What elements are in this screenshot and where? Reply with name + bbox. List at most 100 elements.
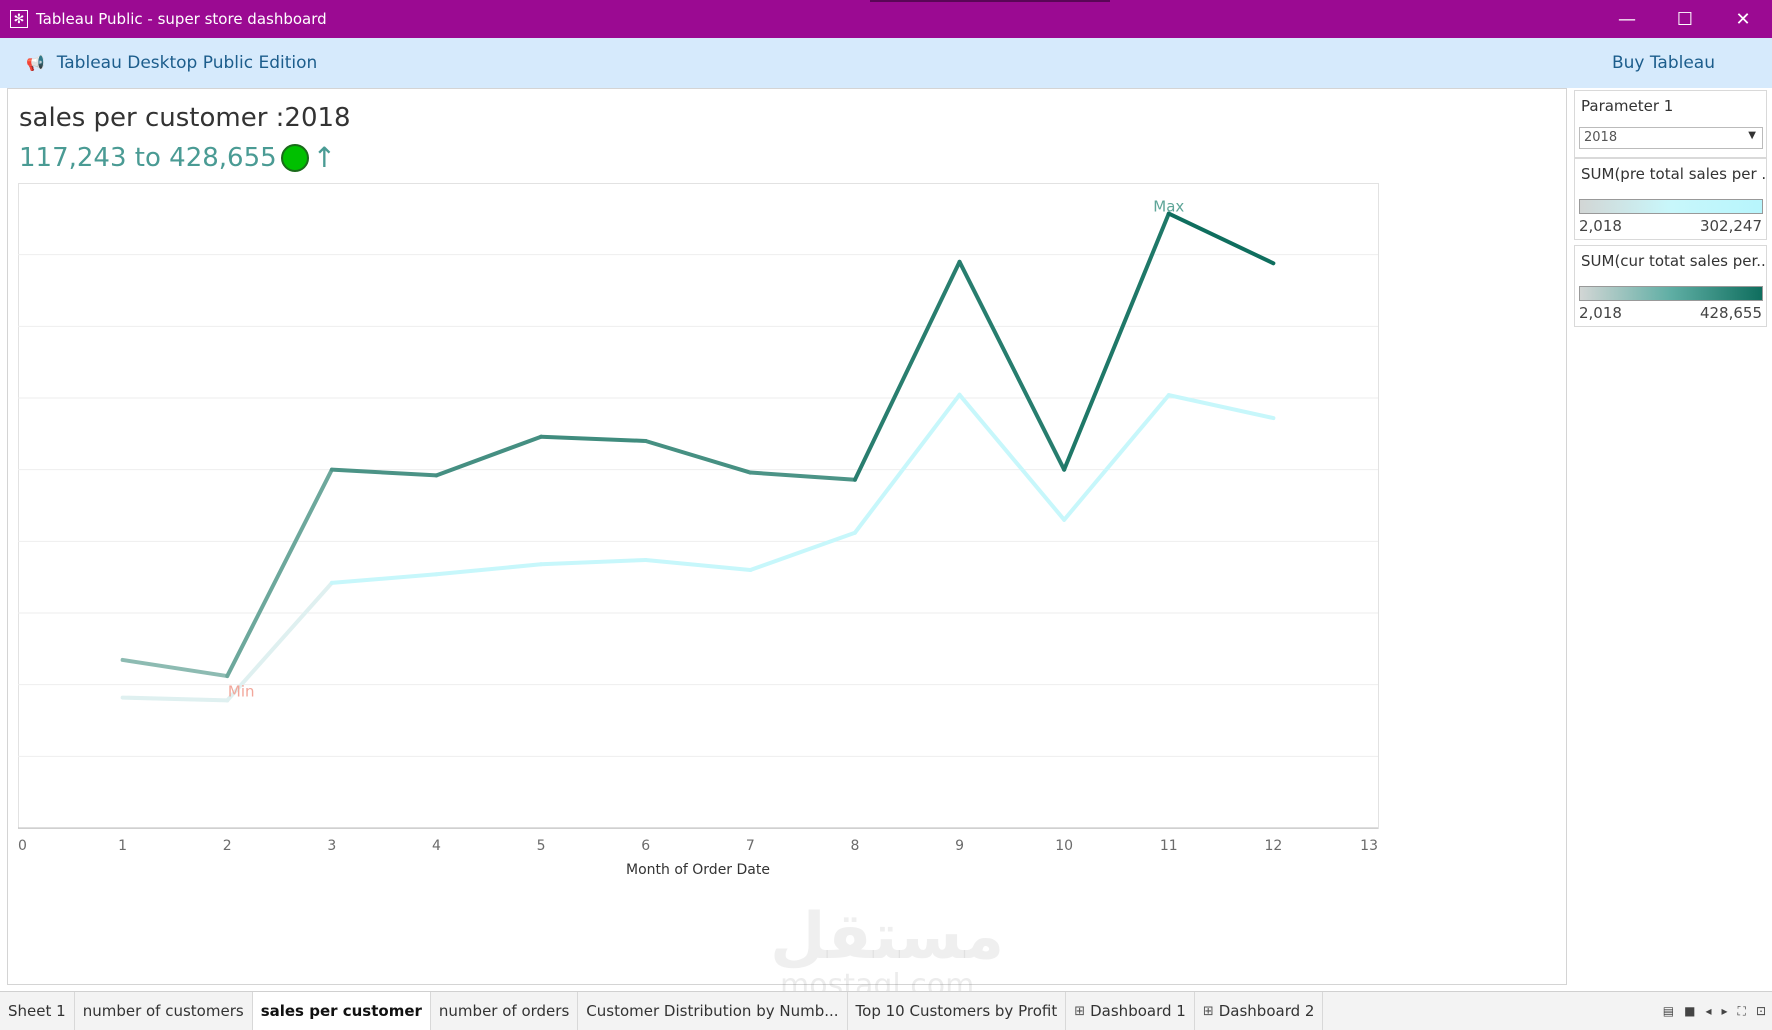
status-indicator-icon [280,143,309,172]
series-segment-pre [434,562,544,577]
sales-range-text: 117,243 to 428,655 [19,142,277,173]
plot-frame [18,183,1379,829]
series-segment-cur [329,467,439,478]
scroll-right-icon[interactable]: ▸ [1721,1004,1728,1018]
tableau-icon: ✻ [10,10,28,28]
cur-total-color-ramp [1579,286,1763,301]
x-tick-label: 11 [1160,838,1178,854]
worksheet-subtitle: 117,243 to 428,655 ↑ [19,141,336,174]
series-segment-cur [957,259,1067,472]
scroll-left-icon[interactable]: ◂ [1705,1004,1712,1018]
show-sheet-sorter-icon[interactable]: ■ [1684,1004,1696,1018]
close-button[interactable]: ✕ [1735,8,1751,30]
buy-tableau-link[interactable]: Buy Tableau [1611,53,1715,73]
tab-label: Dashboard 2 [1218,1002,1315,1020]
worksheet-title: sales per customer :2018 [19,103,351,133]
tab-tools: ▤ ■ ◂ ▸ ⛶ ⊡ [1663,992,1766,1030]
x-tick-label: 0 [18,838,27,854]
x-tick-label: 13 [1360,838,1378,854]
cur-total-legend-title: SUM(cur totat sales per... [1581,252,1766,270]
window-controls: — ☐ ✕ [1598,0,1772,38]
series-segment-cur [1166,211,1276,266]
x-tick-label: 3 [327,838,336,854]
parameter-title: Parameter 1 [1581,97,1674,115]
tab-label: sales per customer [260,1002,422,1020]
fit-view-icon[interactable]: ⛶ [1737,1003,1746,1018]
tab-number-of-customers[interactable]: number of customers [75,992,253,1030]
series-segment-pre [329,572,439,585]
tab-label: Sheet 1 [8,1002,66,1020]
x-tick-label: 6 [641,838,650,854]
legend-panel: Parameter 1 2018 ▼ SUM(pre total sales p… [1572,88,1772,985]
cur-total-legend: SUM(cur totat sales per... 2,018 428,655 [1574,245,1767,327]
cur-total-max: 428,655 [1699,304,1762,322]
dropdown-caret-icon: ▼ [1748,130,1756,141]
tab-dashboard-2[interactable]: ⊞ Dashboard 2 [1195,992,1324,1030]
series-segment-pre [1062,393,1171,522]
pre-total-legend-title: SUM(pre total sales per ... [1581,165,1766,183]
pre-total-min: 2,018 [1579,217,1622,235]
show-filmstrip-icon[interactable]: ▤ [1662,1004,1675,1018]
x-tick-label: 4 [432,838,441,854]
x-tick-label: 8 [850,838,859,854]
maximize-button[interactable]: ☐ [1676,8,1694,30]
x-tick-label: 10 [1055,838,1073,854]
max-annotation: Max [1153,198,1184,216]
series-segment-cur [120,657,230,679]
series-segment-cur [225,467,334,679]
x-tick-label: 1 [118,838,127,854]
sheet-tab-bar: Sheet 1 number of customers sales per cu… [0,991,1772,1030]
worksheet-view: sales per customer :2018 117,243 to 428,… [7,88,1567,985]
series-segment-pre [748,530,857,572]
series-segment-pre [643,557,753,572]
tab-label: number of customers [82,1002,244,1020]
up-arrow-icon: ↑ [312,141,337,174]
x-tick-label: 2 [223,838,232,854]
series-segment-pre [957,392,1067,522]
series-segment-cur [1062,211,1171,472]
series-segment-cur [643,439,753,475]
edition-banner: 📢 Tableau Desktop Public Edition Buy Tab… [0,38,1772,88]
window-titlebar: ✻ Tableau Public - super store dashboard… [0,0,1772,38]
min-annotation: Min [228,682,255,700]
parameter-card: Parameter 1 2018 ▼ [1574,90,1767,158]
megaphone-icon: 📢 [26,54,45,72]
pre-total-color-ramp [1579,199,1763,214]
series-segment-pre [539,557,648,567]
tab-top-10-customers[interactable]: Top 10 Customers by Profit [848,992,1067,1030]
tab-label: Dashboard 1 [1090,1002,1186,1020]
series-segment-cur [434,434,544,478]
minimize-button[interactable]: — [1618,8,1636,30]
tab-label: Customer Distribution by Numb... [586,1002,839,1020]
parameter-value: 2018 [1584,130,1618,145]
line-chart[interactable]: 0 1 2 3 4 5 6 7 8 9 10 11 12 13 Month of Order Date Min… [18,183,1558,977]
series-segment-pre [120,695,230,703]
series-segment-pre [225,580,334,703]
x-tick-label: 12 [1264,838,1282,854]
pre-total-legend: SUM(pre total sales per ... 2,018 302,24… [1574,158,1767,240]
tab-sales-per-customer[interactable]: sales per customer [252,992,431,1030]
pre-total-max: 302,247 [1699,217,1762,235]
tab-label: number of orders [438,1002,570,1020]
x-axis-title: Month of Order Date [626,862,770,878]
parameter-select[interactable]: 2018 ▼ [1579,127,1763,149]
tab-dashboard-1[interactable]: ⊞ Dashboard 1 [1066,992,1195,1030]
series-segment-cur [852,259,962,482]
series-segment-pre [852,392,962,535]
series-segment-pre [1166,393,1276,421]
window-title: Tableau Public - super store dashboard [36,10,327,28]
x-tick-label: 9 [955,838,964,854]
dashboard-icon: ⊞ [1202,1003,1214,1019]
tab-label: Top 10 Customers by Profit [855,1002,1058,1020]
presentation-mode-icon[interactable]: ⊡ [1755,1004,1766,1018]
dashboard-icon: ⊞ [1074,1003,1086,1019]
edition-label: Tableau Desktop Public Edition [56,53,318,73]
series-segment-cur [748,470,857,482]
tab-customer-distribution[interactable]: Customer Distribution by Numb... [578,992,848,1030]
cur-total-min: 2,018 [1579,304,1622,322]
tab-number-of-orders[interactable]: number of orders [431,992,579,1030]
x-tick-label: 7 [746,838,755,854]
series-segment-cur [539,434,648,443]
tab-sheet-1[interactable]: Sheet 1 [0,992,75,1030]
x-tick-label: 5 [537,838,546,854]
